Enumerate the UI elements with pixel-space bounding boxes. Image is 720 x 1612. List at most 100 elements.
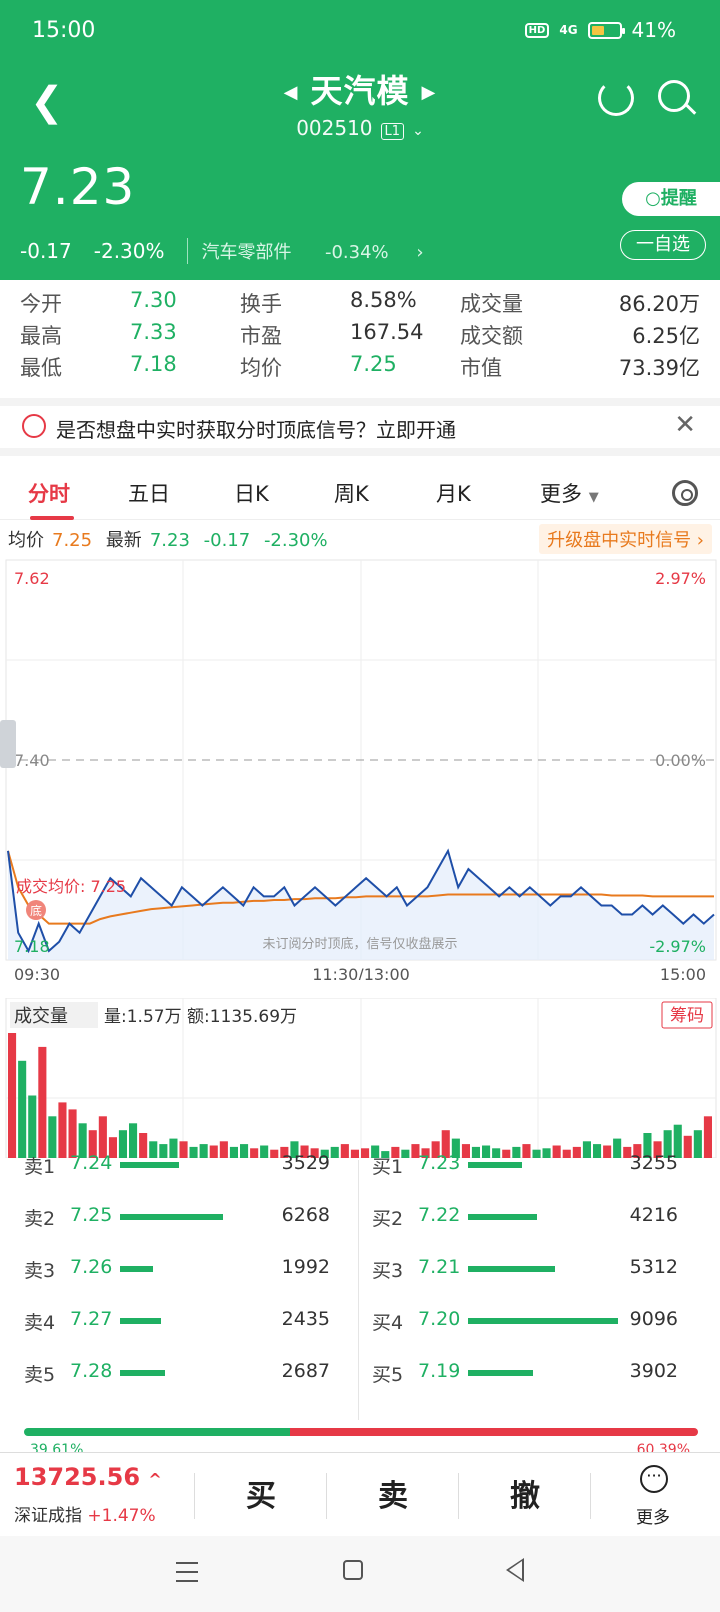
volume-bar (88, 1130, 97, 1158)
buy-ratio-bar (290, 1428, 698, 1436)
buy-level-3[interactable]: 买3 7.21 5312 (0, 1256, 720, 1286)
volume-bar (451, 1138, 460, 1158)
volume-bar (461, 1144, 470, 1158)
volume-bar (229, 1146, 238, 1158)
avg-line (7, 850, 714, 925)
chevron-down-icon[interactable]: ⌄ (412, 123, 424, 139)
volume-bar (300, 1145, 309, 1158)
sell-level-1[interactable]: 卖1 7.24 3529 (0, 1152, 720, 1182)
buy-button[interactable]: 买 (246, 1479, 276, 1514)
volume-bar (512, 1146, 521, 1158)
tab-five-day[interactable]: 五日 (128, 482, 170, 506)
tab-intraday[interactable]: 分时 (28, 482, 70, 506)
cancel-button[interactable]: 撤 (510, 1479, 540, 1514)
volume-bar (421, 1148, 430, 1158)
sell-level-3[interactable]: 卖3 7.26 1992 (0, 1256, 720, 1286)
buy-level-1[interactable]: 买1 7.23 3255 (0, 1152, 720, 1182)
signal-icon: 4G (559, 23, 578, 37)
sell-level-2[interactable]: 卖2 7.25 6268 (0, 1204, 720, 1234)
stat-value: 73.39亿 (618, 356, 700, 380)
volume-bar (482, 1145, 491, 1158)
volume-bar (250, 1148, 259, 1158)
level-price: 7.25 (70, 1204, 113, 1226)
change-row: -0.17 -2.30% 汽车零部件 -0.34% › (20, 238, 446, 264)
stat-value: 86.20万 (618, 292, 700, 316)
volume-bar (381, 1151, 390, 1158)
volume-bar (209, 1145, 218, 1158)
level-volume-bar (120, 1266, 153, 1272)
volume-bar (28, 1095, 37, 1158)
search-icon[interactable] (658, 80, 697, 116)
level-volume: 6268 (281, 1204, 330, 1226)
level-volume: 3902 (629, 1360, 678, 1382)
stat-label: 最高 (20, 324, 62, 348)
avg-price: 7.25 (52, 530, 93, 551)
volume-bar (532, 1149, 541, 1158)
volume-bar (471, 1146, 480, 1158)
buy-level-4[interactable]: 买4 7.20 9096 (0, 1308, 720, 1338)
y-mid-label: 7.40 (14, 751, 50, 770)
level-volume-bar (468, 1266, 555, 1272)
index-value[interactable]: 13725.56 ^ (14, 1463, 162, 1491)
more-icon[interactable]: ··· (640, 1465, 668, 1493)
close-icon[interactable]: ✕ (674, 410, 696, 440)
x-label-mid: 11:30/13:00 (312, 965, 410, 980)
volume-bar (270, 1149, 279, 1158)
tab-weekly-k[interactable]: 周K (334, 482, 369, 506)
volume-bar (673, 1124, 682, 1158)
stat-value: 8.58% (350, 288, 417, 312)
level-volume-bar (468, 1318, 618, 1324)
tab-more[interactable]: 更多 ▼ (540, 482, 599, 506)
active-tab-indicator (30, 516, 74, 520)
stat-label: 最低 (20, 356, 62, 380)
more-button[interactable]: 更多 (636, 1508, 670, 1528)
settings-icon[interactable] (672, 480, 698, 506)
back-nav-icon[interactable] (506, 1558, 524, 1582)
remind-button[interactable]: ○提醒 (622, 182, 720, 216)
volume-bar (613, 1138, 622, 1158)
volume-bar (401, 1149, 410, 1158)
current-price: 7.23 (20, 158, 136, 216)
chart-tabs: 分时 五日 日K 周K 月K 更多 ▼ (0, 466, 720, 520)
sector-link[interactable]: 汽车零部件 -0.34% › (186, 238, 424, 264)
volume-bar (582, 1141, 591, 1158)
home-icon[interactable] (343, 1560, 363, 1580)
level-label: 买4 (372, 1312, 404, 1334)
level-label: 卖1 (24, 1156, 56, 1178)
menu-icon[interactable] (176, 1562, 198, 1582)
sell-level-4[interactable]: 卖4 7.27 2435 (0, 1308, 720, 1338)
level-volume: 3255 (629, 1152, 678, 1174)
refresh-icon[interactable] (598, 80, 634, 116)
upgrade-signal-button[interactable]: 升级盘中实时信号 › (539, 524, 712, 554)
volume-bar (290, 1141, 299, 1158)
watchlist-button[interactable]: 一自选 (620, 230, 706, 260)
buy-ratio-label: 60.39% (636, 1442, 690, 1454)
volume-bar (260, 1145, 269, 1158)
back-icon[interactable]: ❮ (30, 79, 64, 125)
sell-level-5[interactable]: 卖5 7.28 2687 (0, 1360, 720, 1390)
volume-chart[interactable]: 成交量 量:1.57万 额:1135.69万 筹码 (0, 998, 720, 1158)
buy-level-2[interactable]: 买2 7.22 4216 (0, 1204, 720, 1234)
level-volume: 3529 (281, 1152, 330, 1174)
level-volume: 5312 (629, 1256, 678, 1278)
buy-level-5[interactable]: 买5 7.19 3902 (0, 1360, 720, 1390)
tab-monthly-k[interactable]: 月K (436, 482, 471, 506)
intraday-chart[interactable]: 7.62 7.40 7.18 2.97% 0.00% -2.97% 成交均价: … (0, 550, 720, 980)
buy-sell-ratio (24, 1428, 698, 1436)
level-volume-bar (468, 1162, 522, 1168)
sell-button[interactable]: 卖 (378, 1479, 408, 1514)
next-stock-icon[interactable]: ▶ (421, 82, 437, 103)
prev-stock-icon[interactable]: ◀ (283, 82, 299, 103)
stats-grid: 今开 7.30 换手 8.58% 成交量 86.20万 最高 7.33 市盈 167.54 成交额 6… (0, 280, 720, 398)
battery-level: 41% (631, 18, 676, 42)
chip-label: 筹码 (670, 1006, 704, 1026)
level-label: 卖2 (24, 1208, 56, 1230)
avg-price-label: 成交均价: 7.25 (16, 877, 126, 896)
signal-banner[interactable]: 是否想盘中实时获取分时顶底信号？立即开通 ✕ (0, 398, 720, 456)
up-arrow-icon: ^ (148, 1470, 162, 1489)
volume-info: 量:1.57万 额:1135.69万 (104, 1007, 297, 1027)
volume-label: 成交量 (14, 1006, 68, 1027)
chart-watermark: 未订阅分时顶底，信号仅收盘展示 (262, 936, 457, 952)
pct-mid-label: 0.00% (655, 751, 706, 770)
tab-daily-k[interactable]: 日K (234, 482, 269, 506)
